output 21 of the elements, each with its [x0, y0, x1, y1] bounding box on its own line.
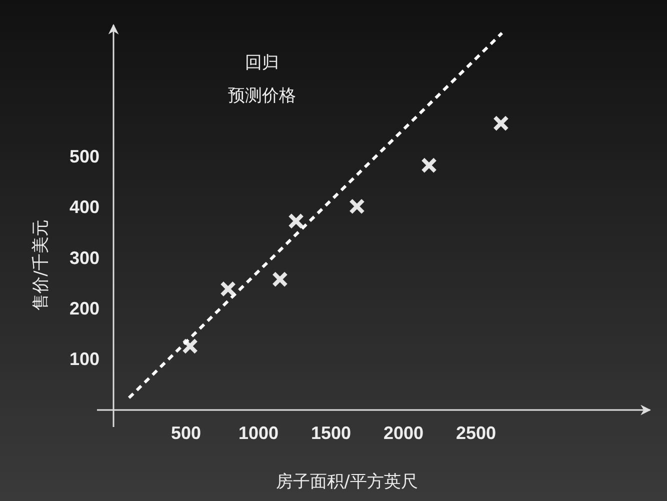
x-tick-label: 2000	[383, 422, 424, 443]
point	[348, 198, 365, 214]
y-tick-label: 200	[69, 298, 100, 318]
x-axis-title: 房子面积/平方英尺	[276, 472, 418, 492]
y-tick-label: 400	[69, 197, 100, 218]
y-tick-label: 300	[69, 248, 100, 268]
y-tick-label: 100	[69, 349, 100, 370]
point	[220, 280, 236, 297]
point	[272, 271, 288, 288]
annotation: 预测价格	[228, 86, 296, 106]
point	[421, 157, 438, 174]
x-tick-label: 1500	[310, 422, 352, 443]
x-tick-label: 1000	[238, 422, 279, 443]
point	[182, 338, 198, 354]
x-tick-label: 2500	[456, 422, 496, 443]
x-tick-label: 500	[170, 422, 202, 443]
point	[288, 213, 304, 230]
annotation: 回归	[245, 53, 279, 73]
y-tick-label: 500	[69, 146, 100, 166]
y-axis-title: 售价/千美元	[31, 220, 51, 310]
point	[492, 115, 509, 132]
